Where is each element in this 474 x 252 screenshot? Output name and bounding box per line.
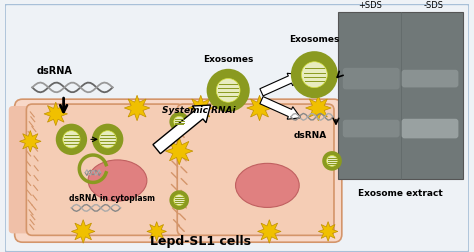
Text: Exosomes: Exosomes	[289, 35, 339, 44]
Circle shape	[99, 131, 116, 148]
Text: dsRNA in cytoplasm: dsRNA in cytoplasm	[69, 194, 155, 202]
Text: Systemic RNAi: Systemic RNAi	[162, 105, 235, 114]
Polygon shape	[306, 96, 331, 121]
Polygon shape	[247, 96, 272, 121]
Circle shape	[169, 112, 189, 132]
Text: +SDS: +SDS	[358, 1, 383, 10]
Polygon shape	[147, 222, 166, 241]
FancyBboxPatch shape	[401, 119, 458, 139]
Circle shape	[291, 52, 338, 99]
Polygon shape	[257, 220, 281, 243]
Circle shape	[63, 131, 80, 148]
Circle shape	[169, 191, 189, 210]
FancyBboxPatch shape	[343, 69, 400, 90]
Circle shape	[56, 124, 87, 155]
Circle shape	[301, 62, 328, 88]
Text: dsRNA: dsRNA	[36, 66, 72, 75]
FancyBboxPatch shape	[401, 71, 458, 88]
Text: Lepd-SL1 cells: Lepd-SL1 cells	[150, 234, 251, 247]
FancyBboxPatch shape	[343, 120, 400, 138]
Circle shape	[216, 79, 240, 103]
Polygon shape	[44, 103, 67, 126]
Text: dsRNA: dsRNA	[294, 130, 327, 139]
Circle shape	[92, 124, 123, 155]
FancyBboxPatch shape	[5, 5, 469, 252]
Polygon shape	[188, 96, 213, 121]
Polygon shape	[19, 131, 41, 152]
FancyArrow shape	[153, 106, 210, 154]
Polygon shape	[319, 222, 338, 241]
FancyArrow shape	[260, 74, 301, 97]
Bar	[338, 13, 463, 179]
FancyArrow shape	[260, 97, 301, 120]
Circle shape	[174, 117, 184, 128]
Circle shape	[327, 156, 337, 167]
Text: -SDS: -SDS	[423, 1, 443, 10]
Polygon shape	[72, 220, 95, 243]
Circle shape	[322, 151, 342, 171]
Text: Exosome extract: Exosome extract	[358, 188, 443, 198]
FancyBboxPatch shape	[177, 105, 334, 235]
FancyBboxPatch shape	[9, 107, 38, 233]
Polygon shape	[124, 96, 150, 121]
Polygon shape	[165, 138, 193, 165]
Circle shape	[207, 70, 250, 112]
Ellipse shape	[88, 160, 147, 201]
FancyBboxPatch shape	[27, 105, 183, 235]
FancyBboxPatch shape	[15, 100, 342, 242]
Text: Exosomes: Exosomes	[203, 55, 254, 64]
Ellipse shape	[236, 164, 299, 208]
Circle shape	[174, 195, 184, 206]
